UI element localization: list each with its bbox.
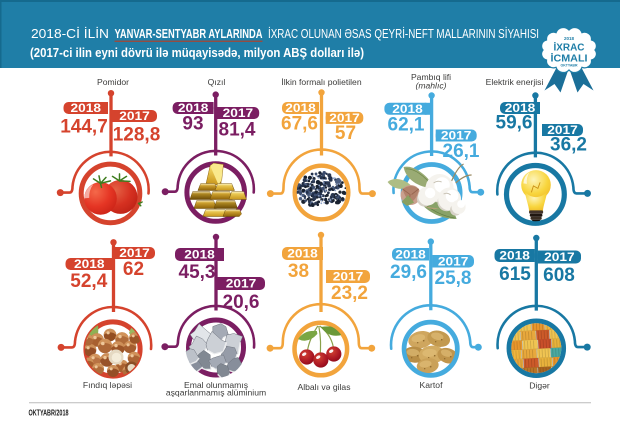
svg-text:29,6: 29,6 — [390, 262, 427, 283]
svg-text:2017: 2017 — [438, 256, 469, 268]
svg-text:Qızıl: Qızıl — [208, 77, 226, 87]
svg-text:62: 62 — [123, 259, 144, 280]
svg-text:20,6: 20,6 — [223, 292, 260, 313]
svg-text:615: 615 — [499, 264, 531, 285]
svg-text:25,8: 25,8 — [435, 268, 472, 289]
svg-text:İXRAC: İXRAC — [554, 41, 585, 54]
svg-text:2018: 2018 — [71, 103, 102, 115]
svg-text:26,1: 26,1 — [443, 141, 480, 162]
svg-text:93: 93 — [182, 114, 203, 135]
svg-text:59,6: 59,6 — [496, 113, 533, 134]
svg-text:81,4: 81,4 — [219, 120, 256, 141]
svg-text:2018-Cİ İLİN: 2018-Cİ İLİN — [31, 26, 109, 41]
svg-text:Digər: Digər — [529, 380, 550, 390]
svg-text:Kartof: Kartof — [420, 380, 444, 390]
svg-text:2017: 2017 — [547, 125, 578, 137]
svg-text:38: 38 — [288, 261, 309, 282]
svg-text:2018: 2018 — [285, 103, 316, 115]
svg-text:2017: 2017 — [119, 248, 150, 260]
svg-text:2017: 2017 — [226, 279, 257, 291]
svg-text:Pomidor: Pomidor — [97, 77, 129, 87]
svg-text:144,7: 144,7 — [60, 117, 108, 138]
svg-text:aşqarlanmamış alüminium: aşqarlanmamış alüminium — [166, 388, 266, 398]
svg-text:OKTYABR/2018: OKTYABR/2018 — [29, 408, 69, 418]
svg-text:(2017-ci ilin eyni dövrü ilə m: (2017-ci ilin eyni dövrü ilə müqayisədə,… — [30, 45, 364, 60]
svg-text:İXRAC OLUNAN ƏSAS QEYRİ-NEFT M: İXRAC OLUNAN ƏSAS QEYRİ-NEFT MALLARININ … — [268, 26, 539, 41]
svg-text:Pambıq lifi: Pambıq lifi — [411, 72, 451, 82]
svg-text:OKTYABR: OKTYABR — [561, 64, 578, 68]
svg-text:İCMALI: İCMALI — [551, 52, 588, 65]
svg-text:2017: 2017 — [329, 113, 360, 125]
svg-text:67,6: 67,6 — [281, 114, 318, 135]
svg-text:23,2: 23,2 — [331, 283, 368, 304]
svg-text:2018: 2018 — [178, 103, 209, 115]
svg-text:2018: 2018 — [505, 103, 536, 115]
svg-text:2018: 2018 — [184, 250, 215, 262]
svg-text:Albalı və gilas: Albalı və gilas — [297, 382, 350, 392]
svg-text:2017: 2017 — [333, 272, 364, 284]
svg-text:2017: 2017 — [119, 111, 150, 123]
svg-text:62,1: 62,1 — [388, 115, 425, 136]
svg-text:Elektrik enerjisi: Elektrik enerjisi — [486, 77, 544, 87]
svg-text:52,4: 52,4 — [70, 271, 107, 292]
svg-text:2018: 2018 — [499, 251, 530, 263]
svg-text:(mahlıc): (mahlıc) — [415, 81, 446, 91]
svg-text:2018: 2018 — [564, 36, 575, 41]
svg-text:45,3: 45,3 — [179, 262, 216, 283]
svg-text:İlkin formalı polietilen: İlkin formalı polietilen — [281, 77, 361, 87]
svg-text:128,8: 128,8 — [113, 125, 161, 146]
svg-text:2018: 2018 — [392, 104, 423, 116]
svg-text:2017: 2017 — [223, 108, 254, 120]
svg-text:2017: 2017 — [544, 252, 575, 264]
svg-text:608: 608 — [543, 265, 575, 286]
svg-text:57: 57 — [335, 123, 356, 144]
svg-text:36,2: 36,2 — [550, 135, 587, 156]
svg-text:Emal olunmamış: Emal olunmamış — [184, 380, 248, 390]
svg-text:2018: 2018 — [395, 249, 426, 261]
svg-text:YANVAR-SENTYABR AYLARINDA: YANVAR-SENTYABR AYLARINDA — [115, 26, 263, 41]
svg-text:2018: 2018 — [287, 249, 318, 261]
svg-text:2018: 2018 — [74, 259, 105, 271]
svg-text:Fındıq ləpəsi: Fındıq ləpəsi — [83, 380, 132, 390]
svg-text:2017: 2017 — [441, 131, 472, 143]
